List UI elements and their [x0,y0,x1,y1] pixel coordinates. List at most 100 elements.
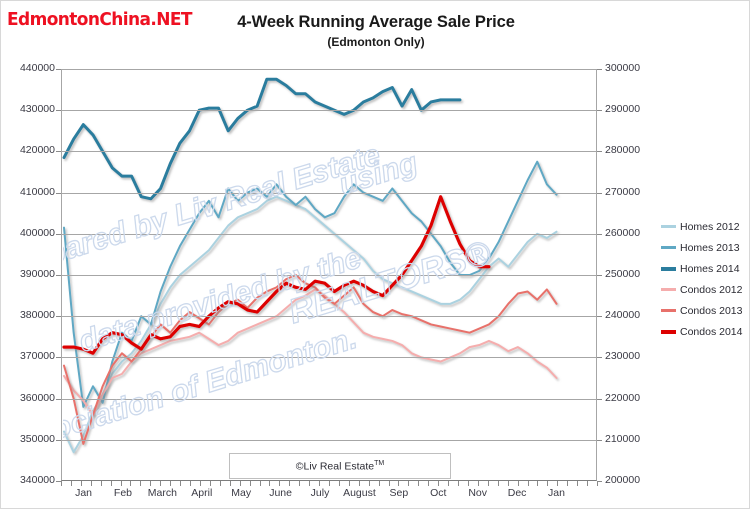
x-axis-minor-tickmark [388,481,390,486]
y-axis-left-tick-label: 400000 [19,226,55,239]
y-axis-right-tick-label: 280000 [605,144,641,157]
y-axis-right-tick-label: 290000 [605,103,641,116]
x-axis-minor-tickmark [329,481,330,486]
x-axis-minor-tickmark [150,481,152,486]
x-axis-minor-tickmark [130,481,132,486]
y-axis-right-tick-label: 220000 [605,391,641,404]
x-axis-minor-tickmark [418,481,420,486]
y-axis-left-tickmark [56,316,61,318]
x-axis-minor-tickmark [199,481,201,486]
y-axis-left-tick-label: 410000 [19,185,55,198]
x-axis-tick-label: Oct [430,487,447,499]
legend-item-condos-2014[interactable]: Condos 2014 [661,321,749,342]
x-axis-minor-tickmark [448,481,450,486]
x-axis-minor-tickmark [577,481,579,486]
x-axis-tick-label: Dec [507,487,527,499]
gridline [61,439,597,441]
y-axis-right-tickmark [597,151,602,153]
x-axis-minor-tickmark [597,481,598,486]
y-axis-left-tickmark [56,398,61,400]
x-axis-minor-tickmark [190,481,192,486]
x-axis-minor-tickmark [358,481,360,486]
x-axis-tick-label: Jan [75,487,93,499]
legend-item-condos-2012[interactable]: Condos 2012 [661,279,749,300]
series-line-homes-2014 [62,77,462,201]
y-axis-right-tickmark [597,481,602,482]
x-axis-tick-label: August [343,487,376,499]
legend-swatch [661,288,676,291]
y-axis-left-tick-label: 420000 [19,144,55,157]
x-axis-minor-tickmark [428,481,430,486]
x-axis-minor-tickmark [497,481,499,486]
y-axis-left-tickmark [56,151,61,153]
x-axis-minor-tickmark [279,481,281,486]
x-axis-minor-tickmark [408,481,410,486]
y-axis-left-tick-label: 390000 [19,268,55,280]
legend-item-condos-2013[interactable]: Condos 2013 [661,300,749,321]
x-axis-tick-label: Jan [548,487,565,499]
x-axis-tick-label: Sep [389,487,409,499]
x-axis-minor-tickmark [140,481,142,486]
gridline [61,233,597,235]
x-axis-tick-label: July [310,487,330,499]
y-axis-left-tickmark [56,110,61,112]
y-axis-left-tick-label: 370000 [19,350,55,363]
x-axis-minor-tickmark [587,481,589,486]
legend-item-homes-2013[interactable]: Homes 2013 [661,237,749,258]
x-axis-tick-label: April [191,487,213,499]
series-canvas [62,77,558,454]
x-axis-minor-tickmark [269,481,271,486]
x-axis-minor-tickmark [309,481,311,486]
x-axis-minor-tickmark [567,481,569,486]
y-axis-right-tickmark [597,316,602,318]
y-axis-left-tick-label: 440000 [19,62,55,74]
x-axis-minor-tickmark [368,481,370,486]
series-line-homes-2012 [63,195,558,454]
x-axis-tick-label: June [269,487,292,499]
y-axis-right-tick-label: 260000 [605,226,641,239]
x-axis-minor-tickmark [61,481,62,486]
y-axis-left-tickmark [56,439,61,441]
legend-label: Homes 2012 [680,220,740,233]
y-axis-left-tick-label: 350000 [19,432,55,445]
x-axis-minor-tickmark [477,481,479,486]
y-axis-right-tick-label: 200000 [605,474,641,486]
legend-label: Homes 2013 [680,241,740,254]
gridline [61,110,597,112]
x-axis-minor-tickmark [319,481,321,486]
chart-subtitle: (Edmonton Only) [327,35,425,49]
x-axis-minor-tickmark [239,481,241,486]
gridline [61,275,597,276]
x-axis-minor-tickmark [537,481,539,486]
gridline [61,151,597,153]
y-axis-right-tick-label: 210000 [605,432,641,445]
legend-swatch [661,309,676,312]
x-axis-minor-tickmark [249,481,251,486]
x-axis-minor-tickmark [120,481,122,486]
x-axis-minor-tickmark [527,481,529,486]
y-axis-right-tickmark [597,398,602,400]
x-axis-minor-tickmark [259,481,261,486]
legend-label: Condos 2012 [680,283,743,296]
legend-item-homes-2012[interactable]: Homes 2012 [661,216,749,237]
y-axis-right-tick-label: 250000 [605,268,641,280]
legend-swatch [661,266,676,271]
x-axis-minor-tickmark [160,481,162,486]
legend-item-homes-2014[interactable]: Homes 2014 [661,258,749,279]
x-axis-minor-tickmark [458,481,460,486]
y-axis-right-tickmark [597,275,602,276]
y-axis-left-tick-label: 340000 [19,474,55,486]
legend-label: Condos 2013 [680,304,743,317]
legend-swatch [661,225,676,228]
legend-label: Condos 2014 [680,325,743,338]
x-axis-minor-tickmark [229,481,231,486]
x-axis-minor-tickmark [170,481,172,486]
legend-label: Homes 2014 [680,262,740,275]
x-axis-minor-tickmark [219,481,221,486]
x-axis-minor-tickmark [70,481,72,486]
y-axis-right-tickmark [597,439,602,441]
y-axis-left-tickmark [56,357,61,359]
site-watermark: EdmontonChina.NET [7,9,192,31]
y-axis-right-tickmark [597,357,602,359]
